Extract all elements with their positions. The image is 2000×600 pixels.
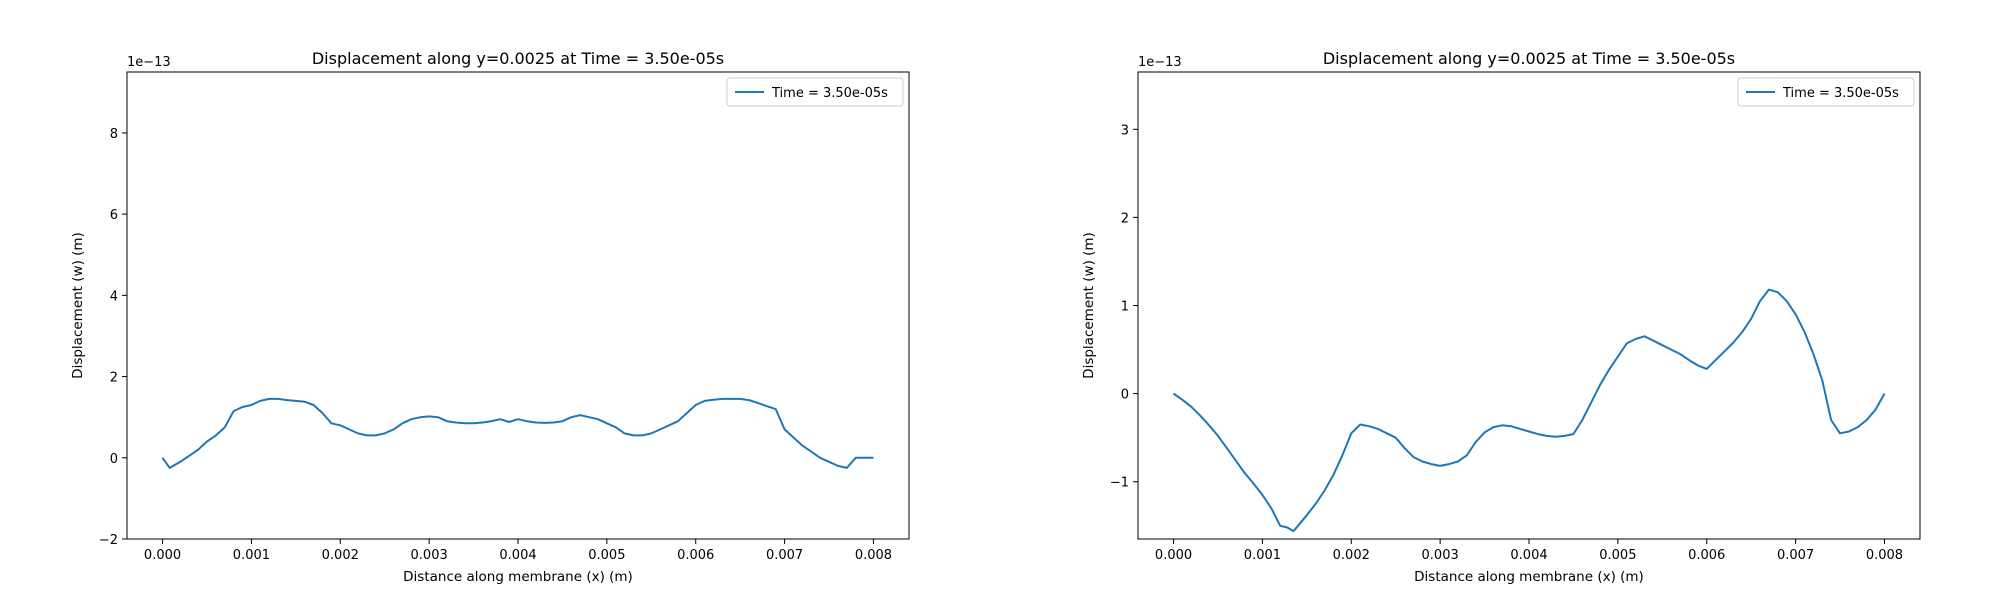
y-tick-label: 4 — [110, 289, 118, 304]
y-tick-label: 1 — [1121, 300, 1129, 315]
x-tick-label: 0.002 — [322, 548, 359, 563]
x-tick-label: 0.008 — [855, 548, 892, 563]
x-tick-label: 0.001 — [1244, 548, 1281, 563]
x-tick-label: 0.003 — [411, 548, 448, 563]
plot-frame — [1137, 71, 1921, 540]
axis-ticks: 0.000 0.001 0.002 0.003 0.004 0.005 0.006 0.007… — [1110, 123, 1903, 563]
legend: Time = 3.50e-05s — [1737, 77, 1915, 107]
y-tick-label: 6 — [110, 208, 118, 223]
x-tick-label: 0.000 — [144, 548, 181, 563]
y-tick-label: 3 — [1121, 123, 1129, 138]
y-tick-label: 2 — [110, 371, 118, 386]
x-tick-label: 0.003 — [1422, 548, 1459, 563]
y-axis-label: Displacement (w) (m) — [70, 232, 86, 379]
plot-frame — [126, 71, 910, 540]
chart-title: Displacement along y=0.0025 at Time = 3.… — [312, 49, 724, 68]
x-tick-label: 0.004 — [499, 548, 536, 563]
legend: Time = 3.50e-05s — [726, 77, 904, 107]
x-tick-label: 0.007 — [766, 548, 803, 563]
x-tick-label: 0.004 — [1510, 548, 1547, 563]
y-tick-label: 0 — [110, 452, 118, 467]
y-axis-label: Displacement (w) (m) — [1081, 232, 1097, 379]
y-tick-label: 2 — [1121, 211, 1129, 226]
y-tick-label: −1 — [1110, 476, 1129, 491]
x-axis-label: Distance along membrane (x) (m) — [1414, 569, 1644, 585]
y-offset-text: 1e−13 — [127, 55, 171, 70]
y-tick-label: 0 — [1121, 388, 1129, 403]
x-tick-label: 0.007 — [1777, 548, 1814, 563]
x-tick-label: 0.005 — [588, 548, 625, 563]
x-axis-label: Distance along membrane (x) (m) — [403, 569, 633, 585]
series-line — [161, 397, 874, 469]
y-tick-label: 8 — [110, 127, 118, 142]
y-tick-label: −2 — [99, 533, 118, 548]
legend-box — [726, 77, 904, 107]
axis-ticks: 0.000 0.001 0.002 0.003 0.004 0.005 0.006 0.007… — [99, 127, 892, 563]
legend-label: Time = 3.50e-05s — [1782, 86, 1899, 101]
x-tick-label: 0.006 — [1688, 548, 1725, 563]
x-tick-label: 0.005 — [1599, 548, 1636, 563]
x-tick-label: 0.006 — [677, 548, 714, 563]
chart-title: Displacement along y=0.0025 at Time = 3.… — [1323, 49, 1735, 68]
legend-box — [1737, 77, 1915, 107]
chart-left: Displacement along y=0.0025 at Time = 3.… — [70, 49, 910, 585]
x-tick-label: 0.002 — [1333, 548, 1370, 563]
x-tick-label: 0.001 — [233, 548, 270, 563]
series-line — [1172, 288, 1886, 533]
legend-label: Time = 3.50e-05s — [771, 86, 888, 101]
y-offset-text: 1e−13 — [1138, 55, 1182, 70]
chart-right: Displacement along y=0.0025 at Time = 3.… — [1081, 49, 1921, 585]
x-tick-label: 0.000 — [1155, 548, 1192, 563]
x-tick-label: 0.008 — [1866, 548, 1903, 563]
